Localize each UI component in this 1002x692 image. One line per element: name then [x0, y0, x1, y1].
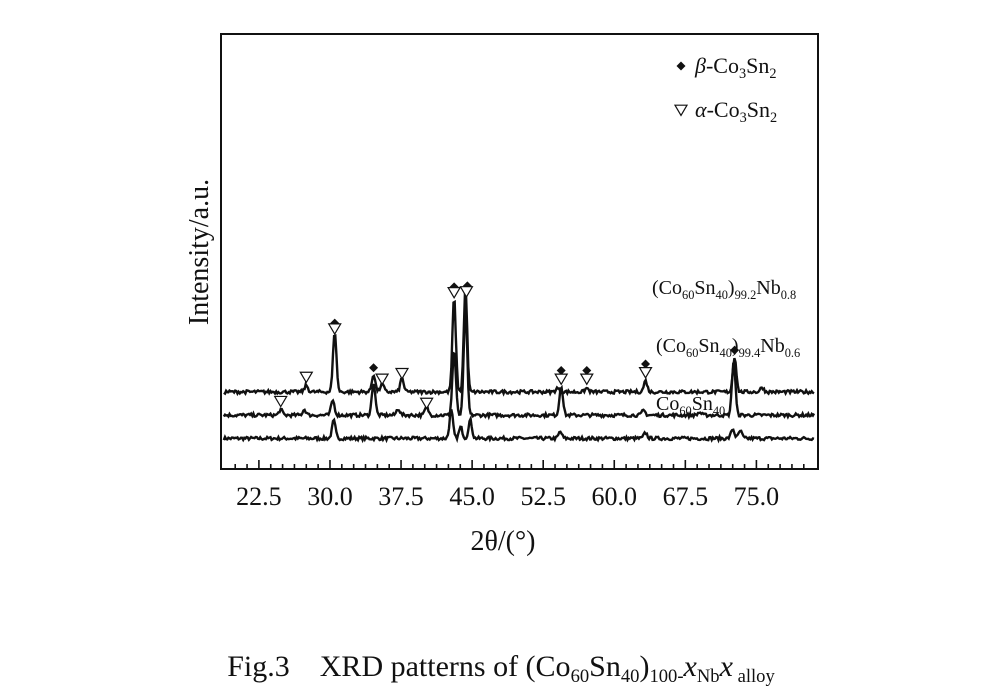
x-tick-label: 67.5: [663, 482, 709, 511]
series-layer: [222, 290, 816, 444]
series-line-3: [223, 290, 815, 397]
alpha-phase-marker: [375, 373, 390, 386]
beta-phase-marker: [369, 363, 379, 373]
series-labels: Co60Sn40 (Co60Sn40)99.4Nb0.6 (Co60Sn40)99.…: [652, 277, 800, 418]
legend: β-Co3Sn2 α-Co3Sn2: [673, 53, 777, 126]
alpha-phase-marker: [459, 286, 474, 299]
alpha-phase-marker: [394, 367, 410, 380]
phase-markers: [273, 281, 740, 410]
beta-phase-marker: [641, 359, 651, 369]
series-line-2: [222, 311, 816, 421]
alpha-phase-marker: [579, 373, 594, 386]
alpha-phase-marker: [419, 397, 434, 410]
beta-phase-marker: [556, 366, 566, 376]
alpha-phase-marker: [554, 373, 569, 386]
x-tick-label: 30.0: [307, 482, 353, 511]
x-tick-label: 52.5: [520, 482, 566, 511]
x-tick-label: 75.0: [734, 482, 780, 511]
caption-prefix: Fig.3: [227, 650, 290, 683]
alpha-phase-marker: [273, 395, 288, 408]
alpha-phase-marker: [327, 323, 342, 336]
series-line-1: [222, 409, 815, 444]
series-label-3: (Co60Sn40)99.2Nb0.8: [652, 277, 796, 302]
x-tick-label: 60.0: [592, 482, 638, 511]
beta-phase-marker: [582, 366, 592, 376]
x-tick-label: 22.5: [236, 482, 282, 511]
x-axis-label: 2θ/(°): [470, 526, 535, 557]
legend-label-1: β-Co3Sn2: [694, 53, 777, 82]
beta-phase-marker: [730, 345, 740, 355]
alpha-phase-marker: [447, 287, 462, 299]
legend-label-2: α-Co3Sn2: [695, 97, 777, 126]
x-tick-label: 45.0: [449, 482, 495, 511]
legend-diamond-icon: [676, 61, 686, 71]
series-label-1: Co60Sn40: [656, 393, 725, 418]
x-tick-label: 37.5: [378, 482, 424, 511]
alpha-phase-marker: [299, 371, 314, 384]
y-axis-label: Intensity/a.u.: [184, 179, 215, 325]
caption-title: XRD patterns of (Co60Sn40)100-xNbx alloy: [319, 650, 775, 687]
legend-triangle-icon: [673, 104, 689, 117]
figure-caption: Fig.3 XRD patterns of (Co60Sn40)100-xNbx…: [0, 650, 1002, 688]
x-ticks: 22.5 30.0 37.5 45.0 52.5 60.0 67.5 75.0: [234, 460, 805, 511]
alpha-phase-marker: [638, 366, 653, 379]
series-label-2: (Co60Sn40)99.4Nb0.6: [656, 335, 800, 360]
